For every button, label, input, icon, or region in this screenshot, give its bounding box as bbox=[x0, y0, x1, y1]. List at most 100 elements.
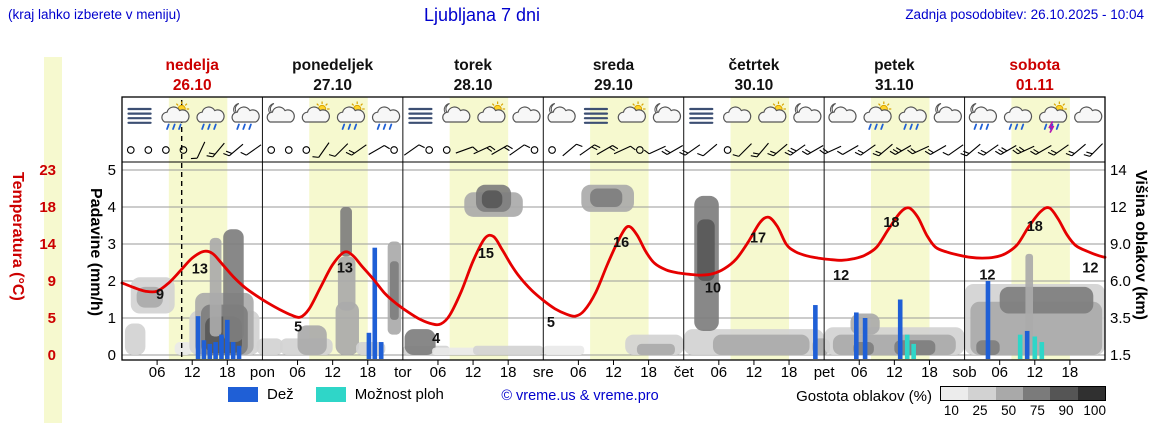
weather-icon-fog bbox=[583, 107, 609, 124]
raindrop-icon bbox=[388, 123, 393, 130]
density-cell bbox=[941, 387, 969, 400]
day-date: 29.10 bbox=[594, 77, 633, 94]
wind-barb-icon bbox=[190, 141, 206, 160]
cloud-tick: 14 bbox=[1110, 162, 1127, 179]
wind-barb-icon bbox=[368, 145, 390, 155]
hour-tick-label: 06 bbox=[289, 364, 306, 381]
density-tick-label: 100 bbox=[1083, 403, 1106, 418]
cloud-icon bbox=[231, 106, 260, 123]
raindrop-icon bbox=[973, 123, 978, 130]
cloud-blob bbox=[404, 329, 436, 355]
wind-barb-icon bbox=[872, 143, 893, 157]
raindrop-icon bbox=[382, 123, 387, 130]
wind-barb-icon bbox=[596, 145, 619, 155]
weather-icon-rain-sun bbox=[863, 101, 892, 130]
cloud-blob bbox=[432, 347, 479, 355]
wind-barb-icon bbox=[837, 145, 859, 155]
day-date: 30.10 bbox=[735, 77, 774, 94]
wind-barb-icon bbox=[889, 145, 912, 155]
raindrop-icon bbox=[166, 123, 170, 130]
cloud-icon bbox=[301, 106, 330, 123]
hour-tick-label: 18 bbox=[921, 364, 938, 381]
day-bands bbox=[168, 97, 1070, 360]
temp-value-label: 13 bbox=[192, 262, 208, 278]
cloud-tick: 1.5 bbox=[1110, 347, 1131, 364]
cloud-density-tick-labels: 10 25 50 75 90 100 bbox=[937, 403, 1109, 418]
day-boundaries bbox=[261, 97, 966, 360]
rain-bar bbox=[230, 342, 236, 359]
weather-icon-rain bbox=[196, 106, 225, 130]
precip-tick: 5 bbox=[108, 162, 116, 179]
cloud-density-scale bbox=[940, 386, 1106, 401]
day-date: 01.11 bbox=[1016, 77, 1054, 94]
weather-icon-fog bbox=[408, 107, 433, 124]
cloud-blob bbox=[337, 256, 356, 311]
rain-bar bbox=[236, 345, 242, 359]
day-name: sobota bbox=[1009, 57, 1060, 74]
temp-value-label: 9 bbox=[156, 287, 164, 303]
calm-wind-icon bbox=[635, 146, 644, 154]
cloud-icon bbox=[1074, 106, 1103, 123]
weather-icon-cloud bbox=[512, 106, 541, 123]
day-date: 28.10 bbox=[454, 77, 493, 94]
weather-icon-sun-cloud bbox=[758, 101, 787, 123]
raindrop-icon bbox=[1020, 123, 1025, 130]
raindrop-icon bbox=[242, 123, 246, 130]
cloud-icon bbox=[652, 106, 681, 123]
raindrop-icon bbox=[207, 123, 211, 130]
day-name: petek bbox=[874, 57, 915, 74]
temp-value-label: 18 bbox=[1027, 219, 1043, 235]
wind-barb-icon bbox=[473, 145, 496, 155]
day-name: sreda bbox=[593, 57, 635, 74]
temp-value-label: 16 bbox=[613, 235, 629, 251]
day-headers: nedelja 26.10 ponedeljek 27.10 torek 28.10 sre… bbox=[166, 57, 1061, 94]
wind-barb-icon bbox=[613, 145, 636, 155]
calm-wind-icon bbox=[723, 146, 732, 154]
density-cell bbox=[1050, 387, 1078, 400]
density-cell bbox=[1022, 387, 1051, 400]
hour-tick-label: 12 bbox=[886, 364, 903, 381]
day-name: torek bbox=[454, 57, 492, 74]
raindrop-icon bbox=[909, 123, 913, 130]
weather-icon-moon-cloud bbox=[828, 103, 857, 123]
wind-barb-icon bbox=[643, 145, 666, 155]
weather-icon-cloud bbox=[723, 106, 752, 123]
raindrop-icon bbox=[376, 123, 381, 130]
raindrop-icon bbox=[213, 123, 217, 130]
weather-icon-rain bbox=[1003, 106, 1033, 130]
hour-tick-label: 18 bbox=[219, 364, 236, 381]
copyright-link[interactable]: © vreme.us & vreme.pro bbox=[501, 388, 659, 404]
cloud-blob bbox=[256, 338, 283, 355]
hour-tick-label: 06 bbox=[710, 364, 727, 381]
wind-barbs-row bbox=[126, 141, 1103, 160]
cloud-icon bbox=[793, 106, 822, 123]
weather-icon-moon-cloud bbox=[793, 103, 822, 123]
cloud-icon bbox=[161, 106, 190, 123]
cloud-blob bbox=[970, 301, 1103, 355]
hour-tick-label: 06 bbox=[991, 364, 1008, 381]
day-abbr-label: čet bbox=[674, 364, 695, 381]
calm-wind-icon bbox=[267, 146, 276, 154]
weather-icon-cloud bbox=[1074, 106, 1103, 123]
temp-tick: 9 bbox=[48, 273, 56, 290]
weather-icon-rain-thunder-sun bbox=[1038, 101, 1068, 133]
cloud-icon bbox=[1003, 106, 1033, 123]
density-cell bbox=[995, 387, 1023, 400]
calm-wind-icon bbox=[162, 146, 170, 154]
temp-value-label: 13 bbox=[337, 260, 353, 276]
cloud-blob bbox=[335, 301, 359, 355]
shower-legend-label: Možnost ploh bbox=[354, 386, 444, 403]
cloud-blob bbox=[1025, 253, 1034, 355]
wind-barb-icon bbox=[455, 146, 478, 154]
weather-icon-moon-cloud bbox=[547, 103, 576, 123]
hour-tick-label: 12 bbox=[746, 364, 763, 381]
wind-barb-icon bbox=[977, 144, 999, 156]
cloud-blob bbox=[999, 286, 1094, 314]
rain-bar bbox=[854, 312, 859, 359]
temp-tick: 18 bbox=[39, 199, 56, 216]
hour-tick-label: 06 bbox=[851, 364, 868, 381]
raindrop-icon bbox=[248, 123, 252, 130]
rain-bar bbox=[372, 247, 378, 359]
cloud-icon bbox=[477, 106, 506, 123]
wind-barb-icon bbox=[697, 143, 718, 157]
